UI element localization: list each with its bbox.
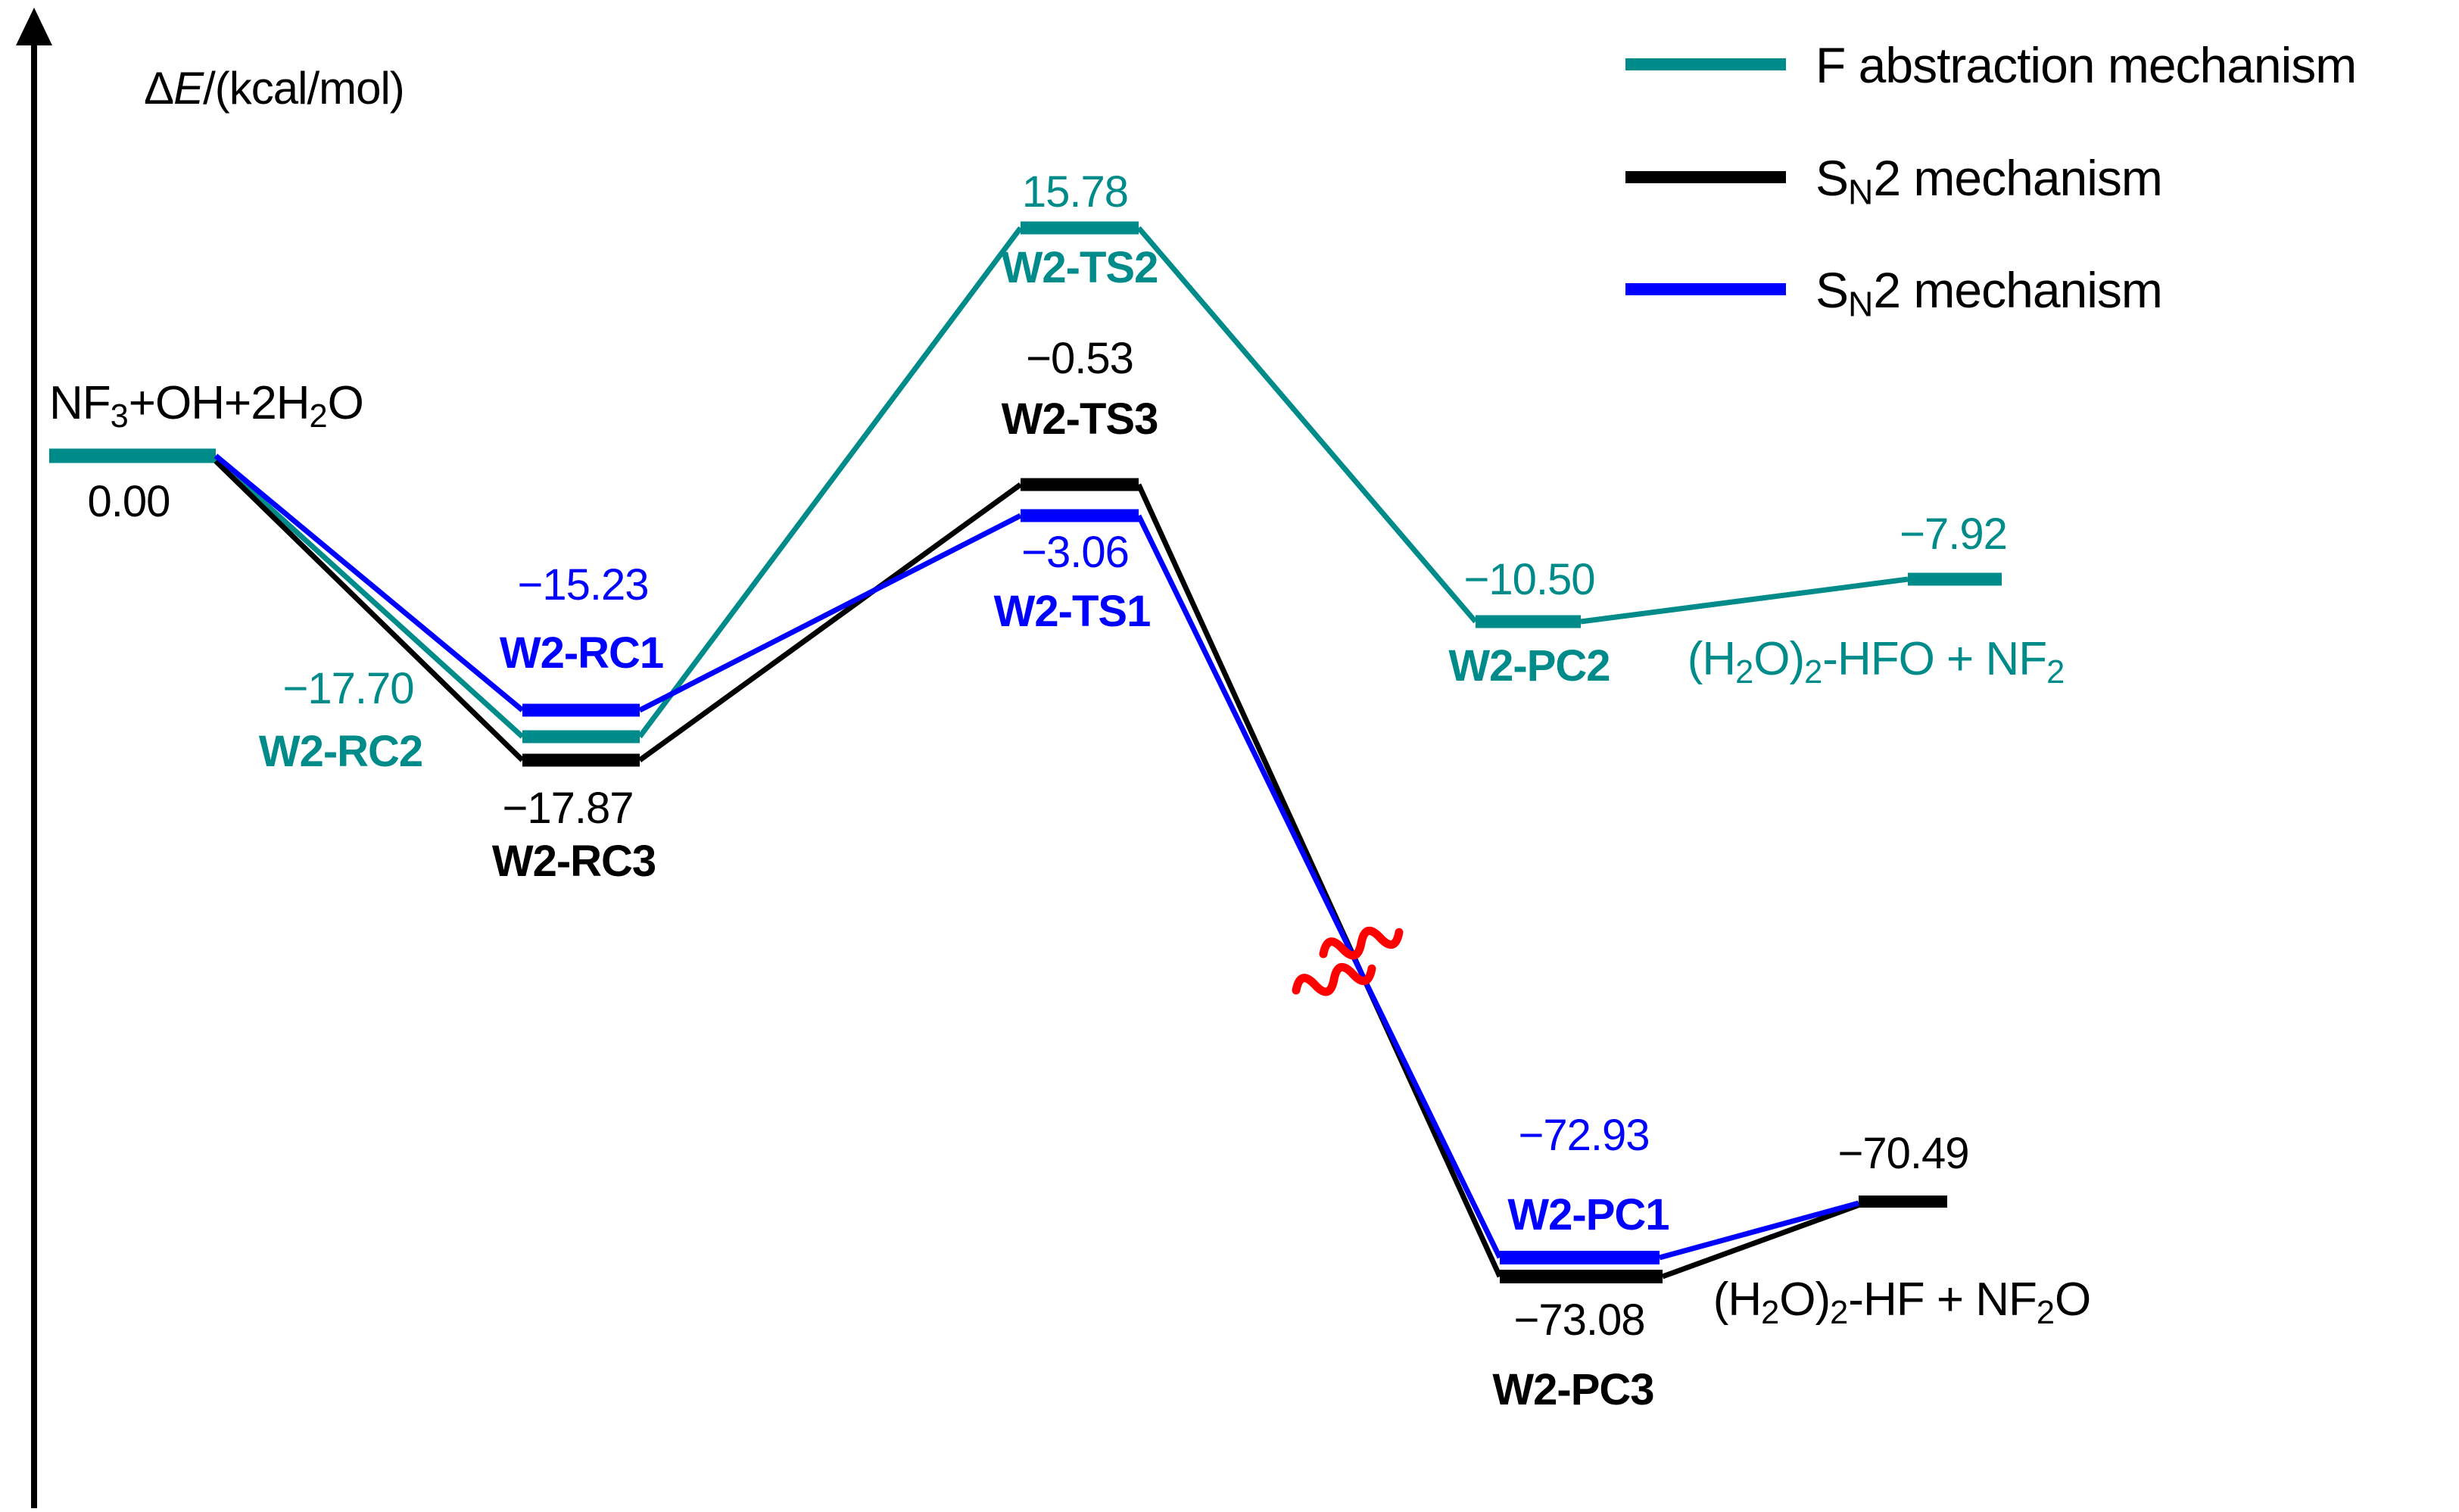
legend-label-sn2-black: SN2 mechanism: [1815, 150, 2163, 212]
energy-ts3: −0.53: [1026, 334, 1134, 383]
energy-pc3: −73.08: [1513, 1295, 1645, 1345]
legend-swatch-sn2-black: [1625, 171, 1786, 183]
product-sn2-label: (H2O)2-HF + NF2O: [1713, 1274, 2092, 1331]
connector-blue-start-rc1: [213, 454, 525, 712]
energy-pc1: −72.93: [1518, 1111, 1650, 1160]
energy-rc3: −17.87: [502, 784, 634, 833]
reactant-label: NF3+OH+2H2O: [49, 377, 364, 435]
energy-rc2: −17.70: [282, 664, 414, 713]
energy-ts2: 15.78: [1021, 167, 1129, 217]
connector-teal-rc2-ts2: [637, 226, 1023, 739]
energy-rc1: −15.23: [517, 560, 649, 609]
connector-black-rc3-ts3: [637, 482, 1023, 762]
connector-teal-start-rc2: [213, 457, 525, 739]
axis-break-squiggle-icon: [1292, 926, 1404, 996]
energy-ts1: −3.06: [1021, 528, 1130, 577]
connector-blue-rc1-ts1: [638, 513, 1022, 713]
connector-black-pc3-product: [1661, 1202, 1862, 1280]
label-ts1: W2-TS1: [993, 587, 1152, 636]
legend-swatch-f-abstraction: [1625, 58, 1786, 70]
energy-product-f: −7.92: [1900, 510, 2008, 559]
connector-blue-pc1-product: [1659, 1200, 1859, 1261]
connector-blue-ts1-pc1: [1136, 514, 1503, 1259]
connector-black-start-rc3: [213, 459, 525, 762]
label-rc3: W2-RC3: [491, 837, 656, 886]
label-pc2: W2-PC2: [1448, 641, 1610, 691]
connector-black-ts3-pc3: [1136, 483, 1503, 1278]
label-pc1: W2-PC1: [1507, 1190, 1669, 1239]
legend-label-f-abstraction: F abstraction mechanism: [1815, 37, 2357, 93]
energy-product-sn2: −70.49: [1837, 1129, 1969, 1178]
legend-label-sn2-blue: SN2 mechanism: [1815, 262, 2163, 324]
y-axis-label: ΔE/(kcal/mol): [144, 63, 405, 114]
label-pc3: W2-PC3: [1492, 1365, 1654, 1414]
label-rc1: W2-RC1: [499, 628, 664, 678]
energy-start: 0.00: [87, 477, 171, 526]
energy-pc2: −10.50: [1463, 555, 1595, 604]
product-f-label: (H2O)2-HFO + NF2: [1687, 633, 2065, 691]
y-axis-arrowhead-icon: [16, 8, 52, 45]
connector-teal-pc2-product: [1580, 576, 1909, 625]
connector-teal-ts2-pc2: [1136, 226, 1478, 624]
legend-swatch-sn2-blue: [1625, 283, 1786, 295]
label-rc2: W2-RC2: [258, 727, 423, 776]
label-ts3: W2-TS3: [1001, 394, 1159, 444]
label-ts2: W2-TS2: [1001, 243, 1159, 292]
